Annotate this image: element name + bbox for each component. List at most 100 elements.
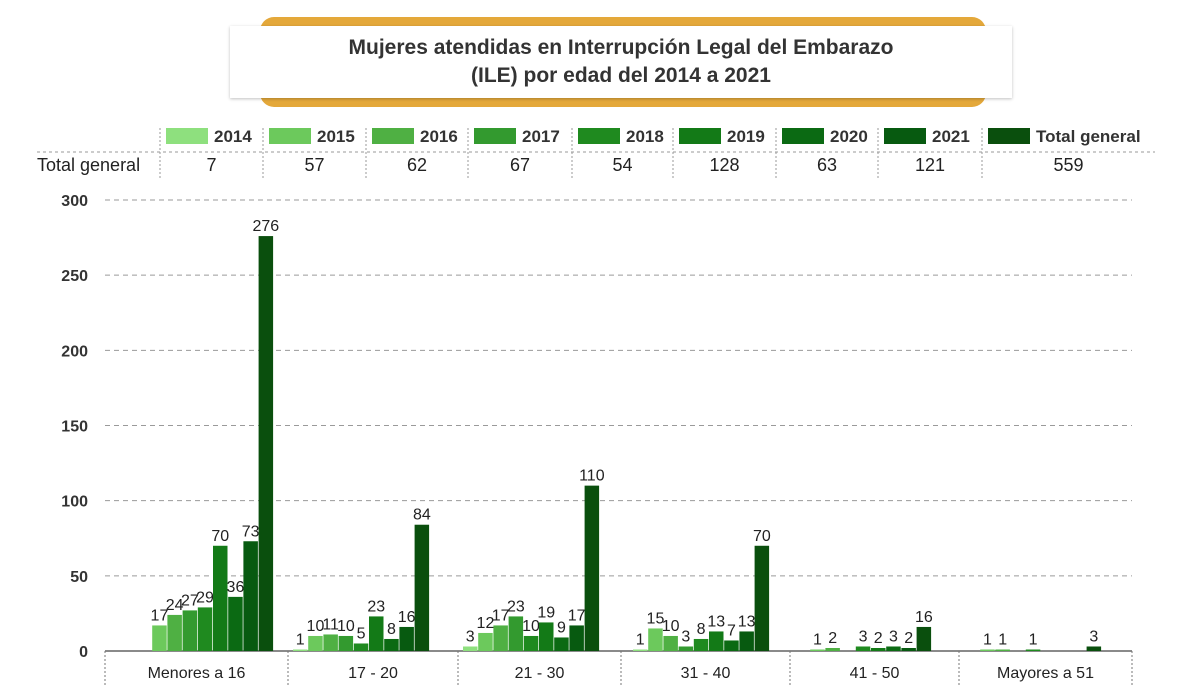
y-tick-label: 100 — [61, 494, 88, 511]
total-value: 128 — [709, 155, 739, 175]
bar — [693, 638, 709, 651]
data-label: 17 — [151, 607, 169, 624]
legend-swatch-2014 — [166, 128, 208, 144]
bar — [167, 614, 182, 651]
data-label: 84 — [413, 507, 431, 524]
data-label: 36 — [227, 579, 245, 596]
x-tick-label: 41 - 50 — [850, 665, 900, 682]
data-label: 9 — [557, 619, 566, 636]
data-label: 24 — [166, 597, 184, 614]
data-label: 11 — [322, 616, 339, 633]
legend-swatch-2015 — [269, 128, 311, 144]
data-label: 5 — [357, 625, 366, 642]
legend-label: 2019 — [727, 127, 765, 146]
legend-swatch-2018 — [578, 128, 620, 144]
bar — [523, 635, 539, 651]
legend-label: 2015 — [317, 127, 355, 146]
bar — [980, 649, 995, 651]
bar — [338, 635, 354, 651]
data-label: 1 — [998, 631, 1007, 648]
bar — [399, 626, 414, 651]
data-label: 10 — [522, 618, 540, 635]
data-label: 1 — [1029, 631, 1038, 648]
y-tick-label: 300 — [61, 193, 88, 210]
bar — [754, 545, 770, 651]
total-value: 57 — [304, 155, 324, 175]
bar — [539, 622, 554, 651]
legend-swatch-2020 — [782, 128, 824, 144]
data-label: 276 — [252, 218, 279, 235]
data-label: 73 — [242, 523, 260, 540]
data-label: 1 — [983, 631, 992, 648]
legend-swatch-2021 — [884, 128, 926, 144]
data-label: 17 — [492, 607, 510, 624]
bar — [569, 625, 584, 651]
bar — [414, 524, 430, 651]
y-tick-label: 50 — [70, 569, 88, 586]
data-label: 3 — [466, 628, 475, 645]
data-label: 70 — [211, 528, 229, 545]
data-label: 10 — [662, 618, 680, 635]
total-value: 7 — [206, 155, 216, 175]
legend-swatch-total-general — [988, 128, 1030, 144]
bar — [463, 646, 478, 651]
bar — [508, 616, 524, 651]
data-label: 10 — [337, 618, 355, 635]
bar — [648, 628, 663, 651]
data-label: 3 — [1089, 628, 1098, 645]
data-label: 1 — [636, 631, 645, 648]
data-label: 23 — [367, 598, 385, 615]
data-label: 16 — [398, 609, 416, 626]
bar — [1025, 649, 1041, 651]
legend-label: 2016 — [420, 127, 458, 146]
x-tick-label: 31 - 40 — [681, 665, 731, 682]
bar — [323, 634, 338, 651]
data-label: 15 — [647, 610, 665, 627]
chart-title-line-1: Mujeres atendidas en Interrupción Legal … — [348, 36, 894, 59]
bar — [197, 607, 213, 651]
legend-label: 2014 — [214, 127, 252, 146]
bar — [709, 631, 724, 651]
bar — [384, 638, 399, 651]
data-label: 3 — [889, 628, 898, 645]
bar — [554, 637, 569, 651]
legend-label: Total general — [1036, 127, 1141, 146]
total-value: 121 — [915, 155, 945, 175]
data-label: 27 — [181, 592, 199, 609]
bar — [182, 610, 198, 651]
x-tick-label: Menores a 16 — [148, 665, 246, 682]
bar — [308, 635, 323, 651]
y-tick-label: 250 — [61, 268, 88, 285]
data-label: 10 — [307, 618, 325, 635]
bar — [493, 625, 508, 651]
data-label: 19 — [537, 604, 555, 621]
bar — [478, 632, 493, 651]
data-label: 29 — [196, 589, 214, 606]
bar — [584, 485, 600, 651]
bar — [369, 616, 384, 651]
bar — [293, 649, 308, 651]
y-tick-label: 200 — [61, 343, 88, 360]
y-tick-label: 0 — [79, 644, 88, 661]
totals-row-label: Total general — [37, 155, 140, 175]
data-label: 3 — [859, 628, 868, 645]
legend-swatch-2016 — [372, 128, 414, 144]
total-value: 559 — [1053, 155, 1083, 175]
data-label: 13 — [738, 613, 756, 630]
total-value: 62 — [407, 155, 427, 175]
data-label: 2 — [828, 630, 837, 647]
bar — [213, 545, 228, 651]
data-label: 110 — [579, 468, 605, 485]
legend-label: 2021 — [932, 127, 970, 146]
data-label: 23 — [507, 598, 525, 615]
title-card: Mujeres atendidas en Interrupción Legal … — [230, 26, 1012, 98]
x-tick-label: 21 - 30 — [515, 665, 565, 682]
legend-swatch-2019 — [679, 128, 721, 144]
total-value: 54 — [612, 155, 632, 175]
data-label: 1 — [296, 631, 305, 648]
x-tick-label: 17 - 20 — [348, 665, 398, 682]
bar — [152, 625, 167, 651]
legend-label: 2017 — [522, 127, 560, 146]
bar — [258, 236, 274, 651]
